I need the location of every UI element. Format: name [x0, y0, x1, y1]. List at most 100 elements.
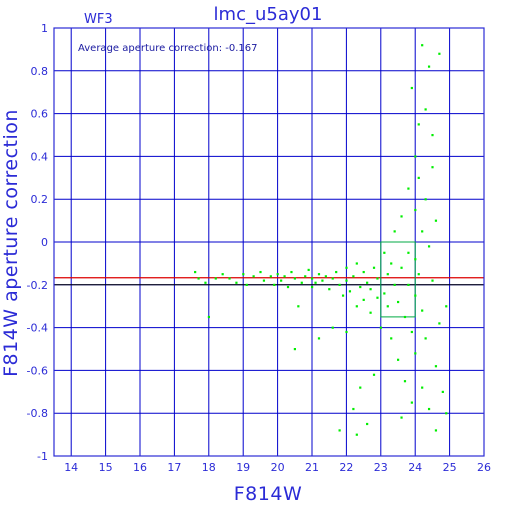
- data-point: [307, 268, 310, 272]
- y-tick-label: 0.8: [31, 65, 49, 78]
- chart-title: lmc_u5ay01: [214, 4, 323, 25]
- data-point: [383, 292, 386, 295]
- data-point: [427, 245, 431, 248]
- y-tick-label: -0.2: [27, 279, 48, 292]
- data-point: [410, 401, 413, 404]
- data-point: [417, 273, 420, 276]
- data-point: [400, 266, 403, 269]
- data-point: [204, 281, 207, 284]
- x-tick-label: 25: [443, 461, 457, 474]
- data-point: [369, 311, 372, 314]
- data-point: [421, 386, 424, 389]
- plot-frame: [53, 27, 485, 457]
- data-point: [362, 270, 365, 274]
- data-point: [273, 283, 276, 286]
- data-point: [242, 273, 245, 276]
- data-point: [376, 277, 379, 280]
- data-point: [221, 273, 224, 276]
- data-points: [194, 44, 448, 436]
- data-point: [297, 305, 300, 308]
- y-tick-label: 1: [41, 22, 48, 35]
- data-point: [328, 288, 331, 291]
- data-point: [424, 108, 427, 111]
- data-point: [228, 277, 231, 280]
- data-point: [431, 134, 434, 137]
- data-point: [359, 285, 362, 289]
- x-tick-label: 23: [374, 461, 388, 474]
- data-point: [207, 315, 210, 319]
- data-point: [262, 279, 266, 282]
- y-tick-labels: -1 -0.8 -0.6 -0.4 -0.2 0 0.2 0.4 0.6 0.8 1: [27, 22, 48, 463]
- data-point: [386, 305, 389, 308]
- data-point: [386, 273, 389, 276]
- data-point: [366, 422, 369, 426]
- data-point: [438, 322, 441, 325]
- data-point: [424, 198, 427, 201]
- grid-lines: [54, 27, 485, 457]
- x-tick-label: 20: [271, 461, 285, 474]
- data-point: [410, 86, 413, 90]
- y-tick-label: -0.4: [27, 322, 48, 335]
- data-point: [252, 275, 255, 278]
- y-tick-label: 0.6: [31, 108, 49, 121]
- x-tick-label: 21: [305, 461, 319, 474]
- data-point: [366, 281, 369, 284]
- y-tick-label: 0.4: [31, 150, 49, 163]
- y-tick-label: -0.6: [27, 364, 48, 377]
- data-point: [369, 288, 372, 291]
- data-point: [314, 281, 317, 284]
- data-point: [341, 294, 345, 297]
- x-tick-label: 15: [99, 461, 113, 474]
- data-point: [400, 416, 403, 419]
- data-point: [421, 230, 424, 233]
- y-tick-label: 0: [41, 236, 48, 249]
- data-point: [417, 176, 420, 179]
- data-point: [235, 281, 238, 284]
- x-tick-label: 26: [477, 461, 491, 474]
- data-point: [269, 275, 272, 278]
- data-point: [293, 277, 296, 280]
- data-point: [348, 290, 352, 293]
- x-tick-label: 14: [64, 461, 78, 474]
- y-tick-label: -1: [37, 450, 48, 463]
- data-point: [397, 358, 400, 361]
- data-point: [410, 330, 413, 334]
- data-point: [352, 275, 355, 278]
- data-point: [324, 275, 327, 278]
- x-axis-title: F814W: [234, 483, 302, 505]
- selection-box: [380, 241, 416, 318]
- data-point: [372, 266, 376, 269]
- data-point: [390, 337, 393, 340]
- data-point: [393, 230, 396, 233]
- data-point: [345, 330, 348, 334]
- data-point: [441, 390, 444, 393]
- data-point: [407, 283, 410, 286]
- data-point: [393, 283, 396, 286]
- data-point: [427, 407, 431, 411]
- data-point: [355, 433, 358, 436]
- data-point: [259, 270, 262, 274]
- data-point: [397, 300, 400, 304]
- data-point: [414, 258, 417, 261]
- y-tick-label: 0.2: [31, 193, 49, 206]
- data-point: [355, 305, 358, 308]
- x-tick-labels: 14 15 16 17 18 19 20 21 22 23 24 25 26: [64, 461, 491, 474]
- data-point: [417, 123, 420, 126]
- data-point: [317, 273, 321, 276]
- data-point: [311, 285, 314, 289]
- data-point: [293, 348, 296, 351]
- data-point: [338, 283, 341, 286]
- data-point: [283, 275, 286, 278]
- data-point: [414, 208, 417, 212]
- data-point: [421, 309, 424, 312]
- data-point: [280, 279, 283, 282]
- data-point: [276, 273, 279, 276]
- data-point: [383, 251, 386, 254]
- x-tick-label: 18: [202, 461, 216, 474]
- data-point: [355, 262, 358, 265]
- reference-lines: [54, 277, 484, 286]
- data-point: [194, 270, 197, 274]
- data-point: [434, 219, 438, 222]
- data-point: [400, 215, 403, 218]
- x-tick-label: 24: [408, 461, 422, 474]
